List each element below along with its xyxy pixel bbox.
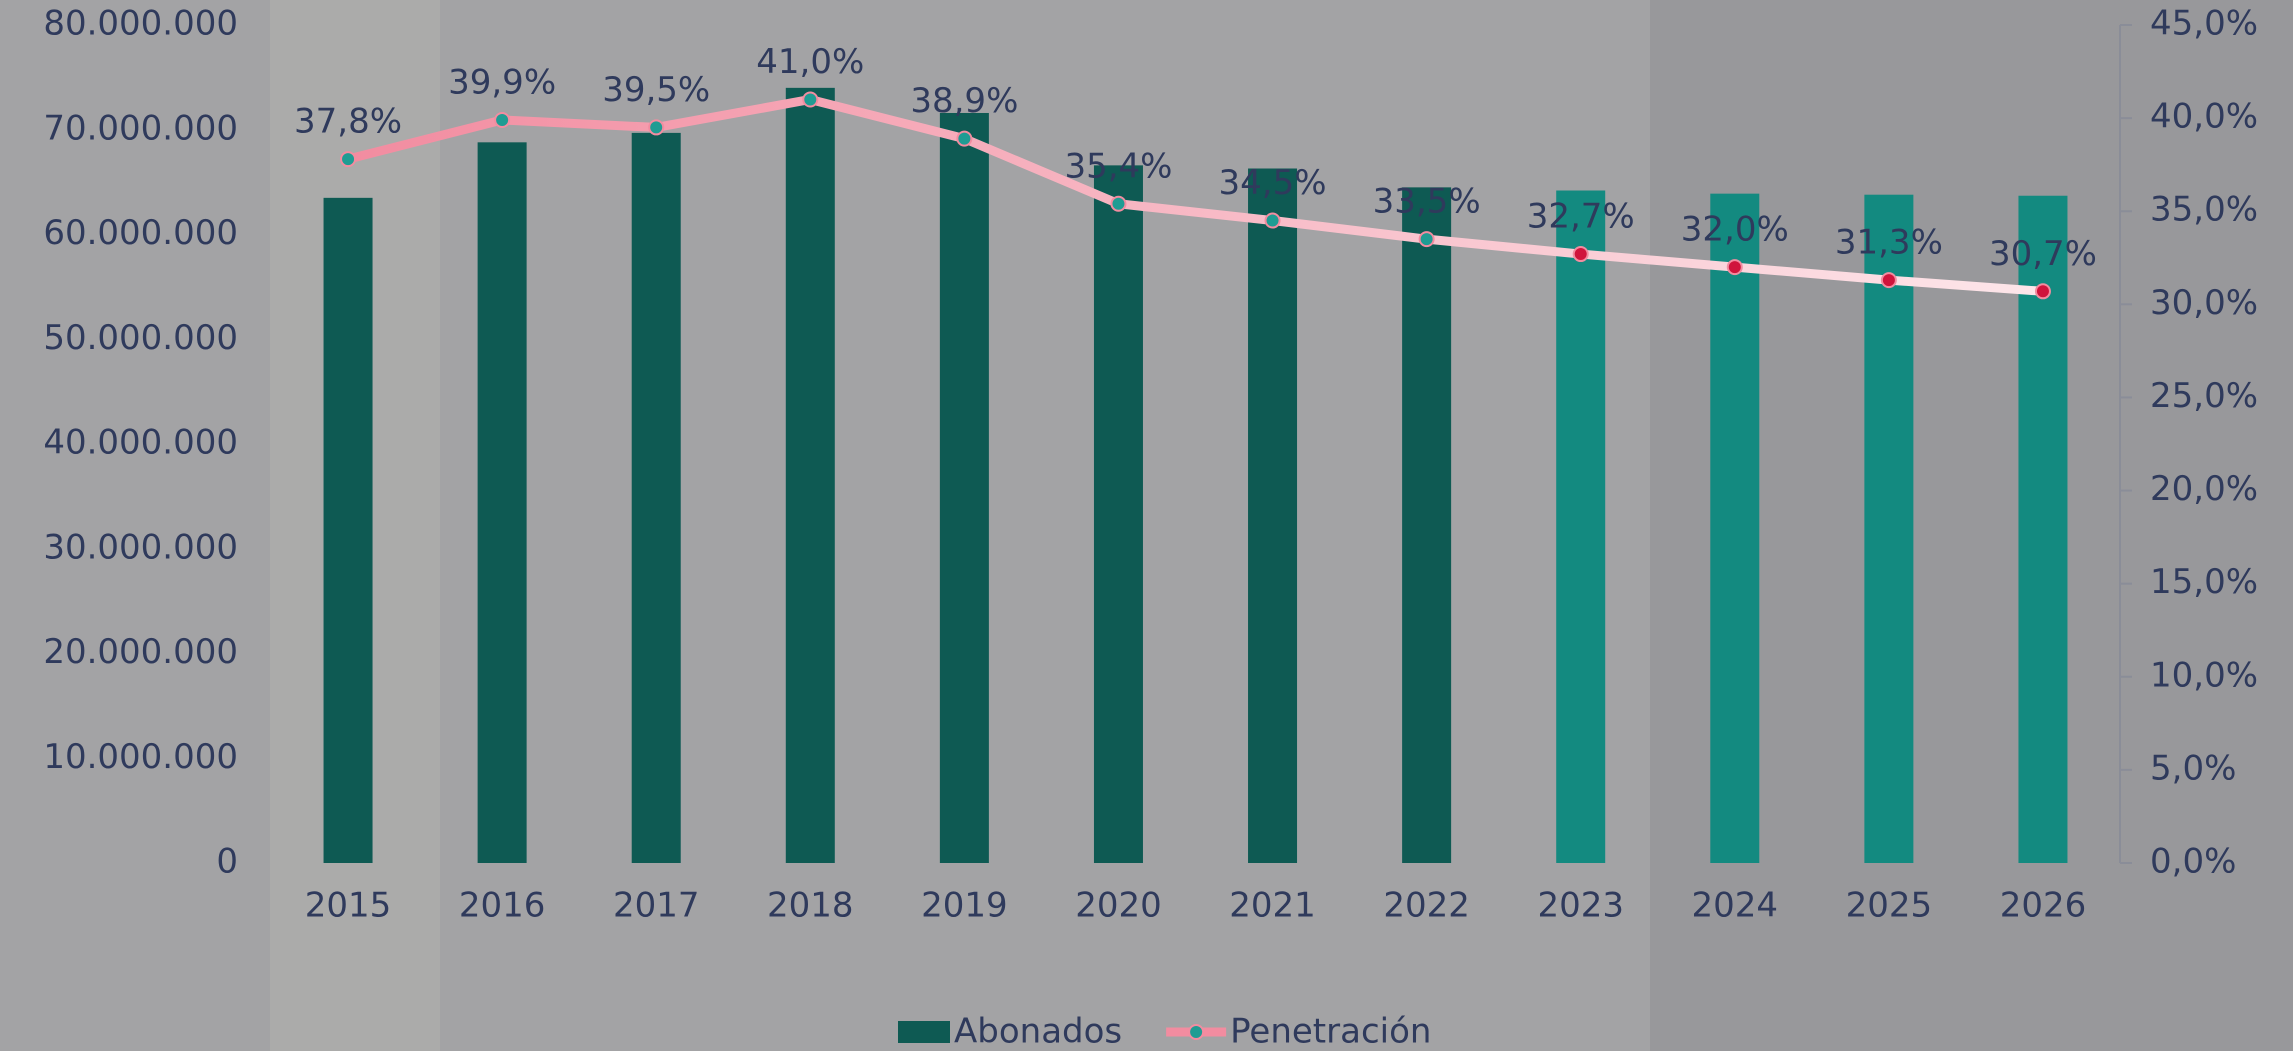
y-tick-label: 30.000.000 — [43, 527, 238, 567]
data-label: 39,5% — [602, 70, 710, 110]
line — [346, 94, 2044, 296]
x-tick-label: 2025 — [1846, 886, 1933, 926]
marker — [494, 111, 511, 128]
y2-tick-label: 15,0% — [2150, 562, 2258, 602]
marker — [1880, 272, 1897, 289]
data-label: 32,0% — [1681, 210, 1789, 250]
bar — [785, 87, 835, 864]
y-tick-label: 0 — [216, 842, 238, 882]
x-tick-label: 2023 — [1537, 886, 1624, 926]
x-tick-label: 2017 — [613, 886, 700, 926]
bar — [1093, 165, 1143, 864]
marker — [802, 91, 819, 108]
y2-tick-label: 45,0% — [2150, 4, 2258, 44]
marker — [1572, 246, 1589, 263]
x-tick-label: 2021 — [1229, 886, 1316, 926]
y-tick-label: 20.000.000 — [43, 632, 238, 672]
y-tick-label: 60.000.000 — [43, 213, 238, 253]
y-tick-label: 80.000.000 — [43, 4, 238, 44]
y-tick-label: 10.000.000 — [43, 737, 238, 777]
y-tick-label: 70.000.000 — [43, 108, 238, 148]
bar — [1864, 194, 1914, 863]
x-tick-label: 2015 — [305, 886, 392, 926]
x-tick-label: 2026 — [2000, 886, 2087, 926]
data-label: 33,5% — [1373, 182, 1481, 222]
y2-tick-label: 30,0% — [2150, 283, 2258, 323]
y2-tick-label: 25,0% — [2150, 376, 2258, 416]
x-tick-label: 2016 — [459, 886, 546, 926]
marker — [1418, 231, 1435, 248]
bar — [939, 112, 989, 864]
data-label: 35,4% — [1064, 146, 1172, 186]
y2-tick-label: 20,0% — [2150, 469, 2258, 509]
bar — [631, 132, 681, 863]
data-label: 37,8% — [294, 102, 402, 142]
bar — [1402, 187, 1452, 864]
y-tick-label: 50.000.000 — [43, 318, 238, 358]
marker — [1264, 212, 1281, 229]
x-tick-label: 2018 — [767, 886, 854, 926]
marker — [1110, 195, 1127, 212]
data-label: 38,9% — [910, 81, 1018, 121]
y-tick-label: 40.000.000 — [43, 423, 238, 463]
x-tick-label: 2020 — [1075, 886, 1162, 926]
y2-tick-label: 40,0% — [2150, 97, 2258, 137]
y2-tick-label: 10,0% — [2150, 655, 2258, 695]
data-label: 31,3% — [1835, 223, 1943, 263]
data-label: 39,9% — [448, 62, 556, 102]
data-label: 34,5% — [1219, 163, 1327, 203]
marker — [648, 119, 665, 136]
marker — [1726, 259, 1743, 276]
legend-label: Penetración — [1230, 1012, 1431, 1051]
x-tick-label: 2022 — [1383, 886, 1470, 926]
legend-swatch — [898, 1021, 950, 1043]
bar — [2018, 195, 2068, 863]
bar — [1710, 193, 1760, 863]
x-tick-label: 2024 — [1692, 886, 1779, 926]
bar — [477, 142, 527, 863]
data-label: 32,7% — [1527, 197, 1635, 237]
marker — [2034, 283, 2051, 300]
marker — [340, 151, 357, 168]
data-label: 41,0% — [756, 42, 864, 82]
y2-tick-label: 35,0% — [2150, 190, 2258, 230]
x-tick-label: 2019 — [921, 886, 1008, 926]
y2-tick-label: 0,0% — [2150, 842, 2236, 882]
bar — [1556, 190, 1606, 863]
bar — [323, 197, 373, 863]
data-label: 30,7% — [1989, 234, 2097, 274]
legend-label: Abonados — [954, 1012, 1122, 1051]
bar — [1248, 168, 1298, 863]
marker — [956, 130, 973, 147]
y2-tick-label: 5,0% — [2150, 748, 2236, 788]
legend-marker — [1188, 1024, 1205, 1040]
